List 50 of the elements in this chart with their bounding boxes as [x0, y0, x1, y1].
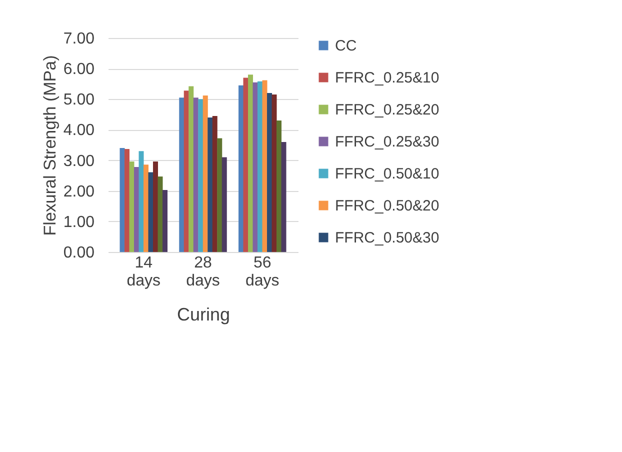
bar [208, 117, 213, 252]
legend-label: CC [335, 38, 357, 54]
bar [281, 142, 286, 252]
bar [179, 98, 184, 252]
legend-label: FFRC_0.25&20 [335, 102, 440, 118]
y-tick-label: 5.00 [63, 92, 95, 109]
bar [162, 190, 168, 252]
bar [193, 98, 198, 252]
legend-label: FFRC_0.25&10 [335, 70, 440, 86]
bar [124, 148, 130, 252]
legend-label: FFRC_0.25&30 [335, 134, 440, 150]
bar [198, 99, 204, 252]
x-tick-label: 14 days [126, 254, 161, 290]
y-tick-label: 2.00 [63, 183, 95, 200]
bar [148, 172, 154, 252]
bar [258, 81, 262, 252]
bar [243, 78, 248, 252]
y-tick-label: 3.00 [63, 152, 95, 170]
bar [129, 162, 134, 252]
legend-label: FFRC_0.50&20 [335, 198, 440, 214]
bar [120, 148, 125, 252]
y-axis-title: Flexural Strength (MPa) [40, 55, 60, 236]
y-tick-label: 6.00 [63, 61, 95, 78]
bar [272, 94, 277, 252]
y-tick-label: 7.00 [63, 30, 95, 48]
bar [188, 86, 194, 252]
bar [134, 167, 139, 252]
y-tick-label: 1.00 [63, 214, 95, 231]
bar [262, 80, 268, 252]
bar [202, 95, 208, 252]
legend-label: FFRC_0.50&30 [335, 230, 440, 246]
bar [222, 157, 227, 252]
y-tick-label: 0.00 [63, 244, 95, 262]
bar [158, 176, 163, 252]
bar [252, 82, 258, 252]
bar [212, 116, 218, 252]
bar [238, 85, 244, 252]
bar [153, 162, 158, 252]
x-tick-label: 56 days [245, 254, 280, 290]
bar [138, 151, 144, 252]
x-axis-title: Curing [176, 304, 230, 324]
legend-label: FFRC_0.50&10 [335, 166, 440, 182]
bar [217, 138, 222, 252]
bar [144, 164, 148, 252]
x-tick-label: 28 days [186, 254, 220, 290]
bar [276, 120, 282, 252]
bar [248, 74, 253, 252]
bar [267, 93, 272, 252]
bar [184, 90, 189, 252]
y-tick-label: 4.00 [63, 122, 95, 140]
